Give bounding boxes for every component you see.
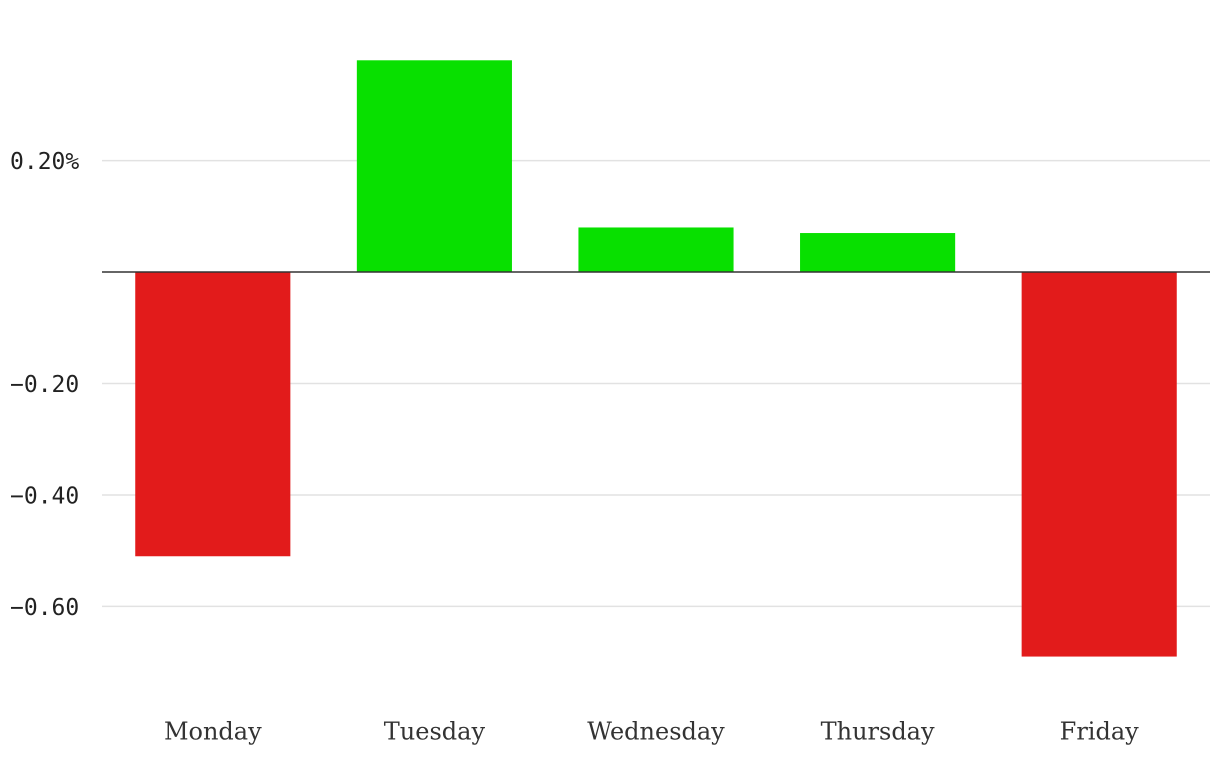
bar [578,227,734,273]
bar [135,272,291,557]
x-tick-label: Thursday [821,718,935,746]
bar [1021,272,1177,657]
y-tick-label: −0.20 [10,372,79,398]
y-tick-label: −0.40 [10,483,79,509]
bar [356,60,512,273]
y-tick-label: 0.20% [10,149,79,175]
x-tick-label: Wednesday [587,718,725,746]
x-tick-label: Tuesday [384,718,486,746]
y-tick-label: −0.60 [10,595,79,621]
x-tick-label: Monday [164,718,262,746]
bar [800,233,956,273]
x-tick-label: Friday [1060,718,1139,746]
